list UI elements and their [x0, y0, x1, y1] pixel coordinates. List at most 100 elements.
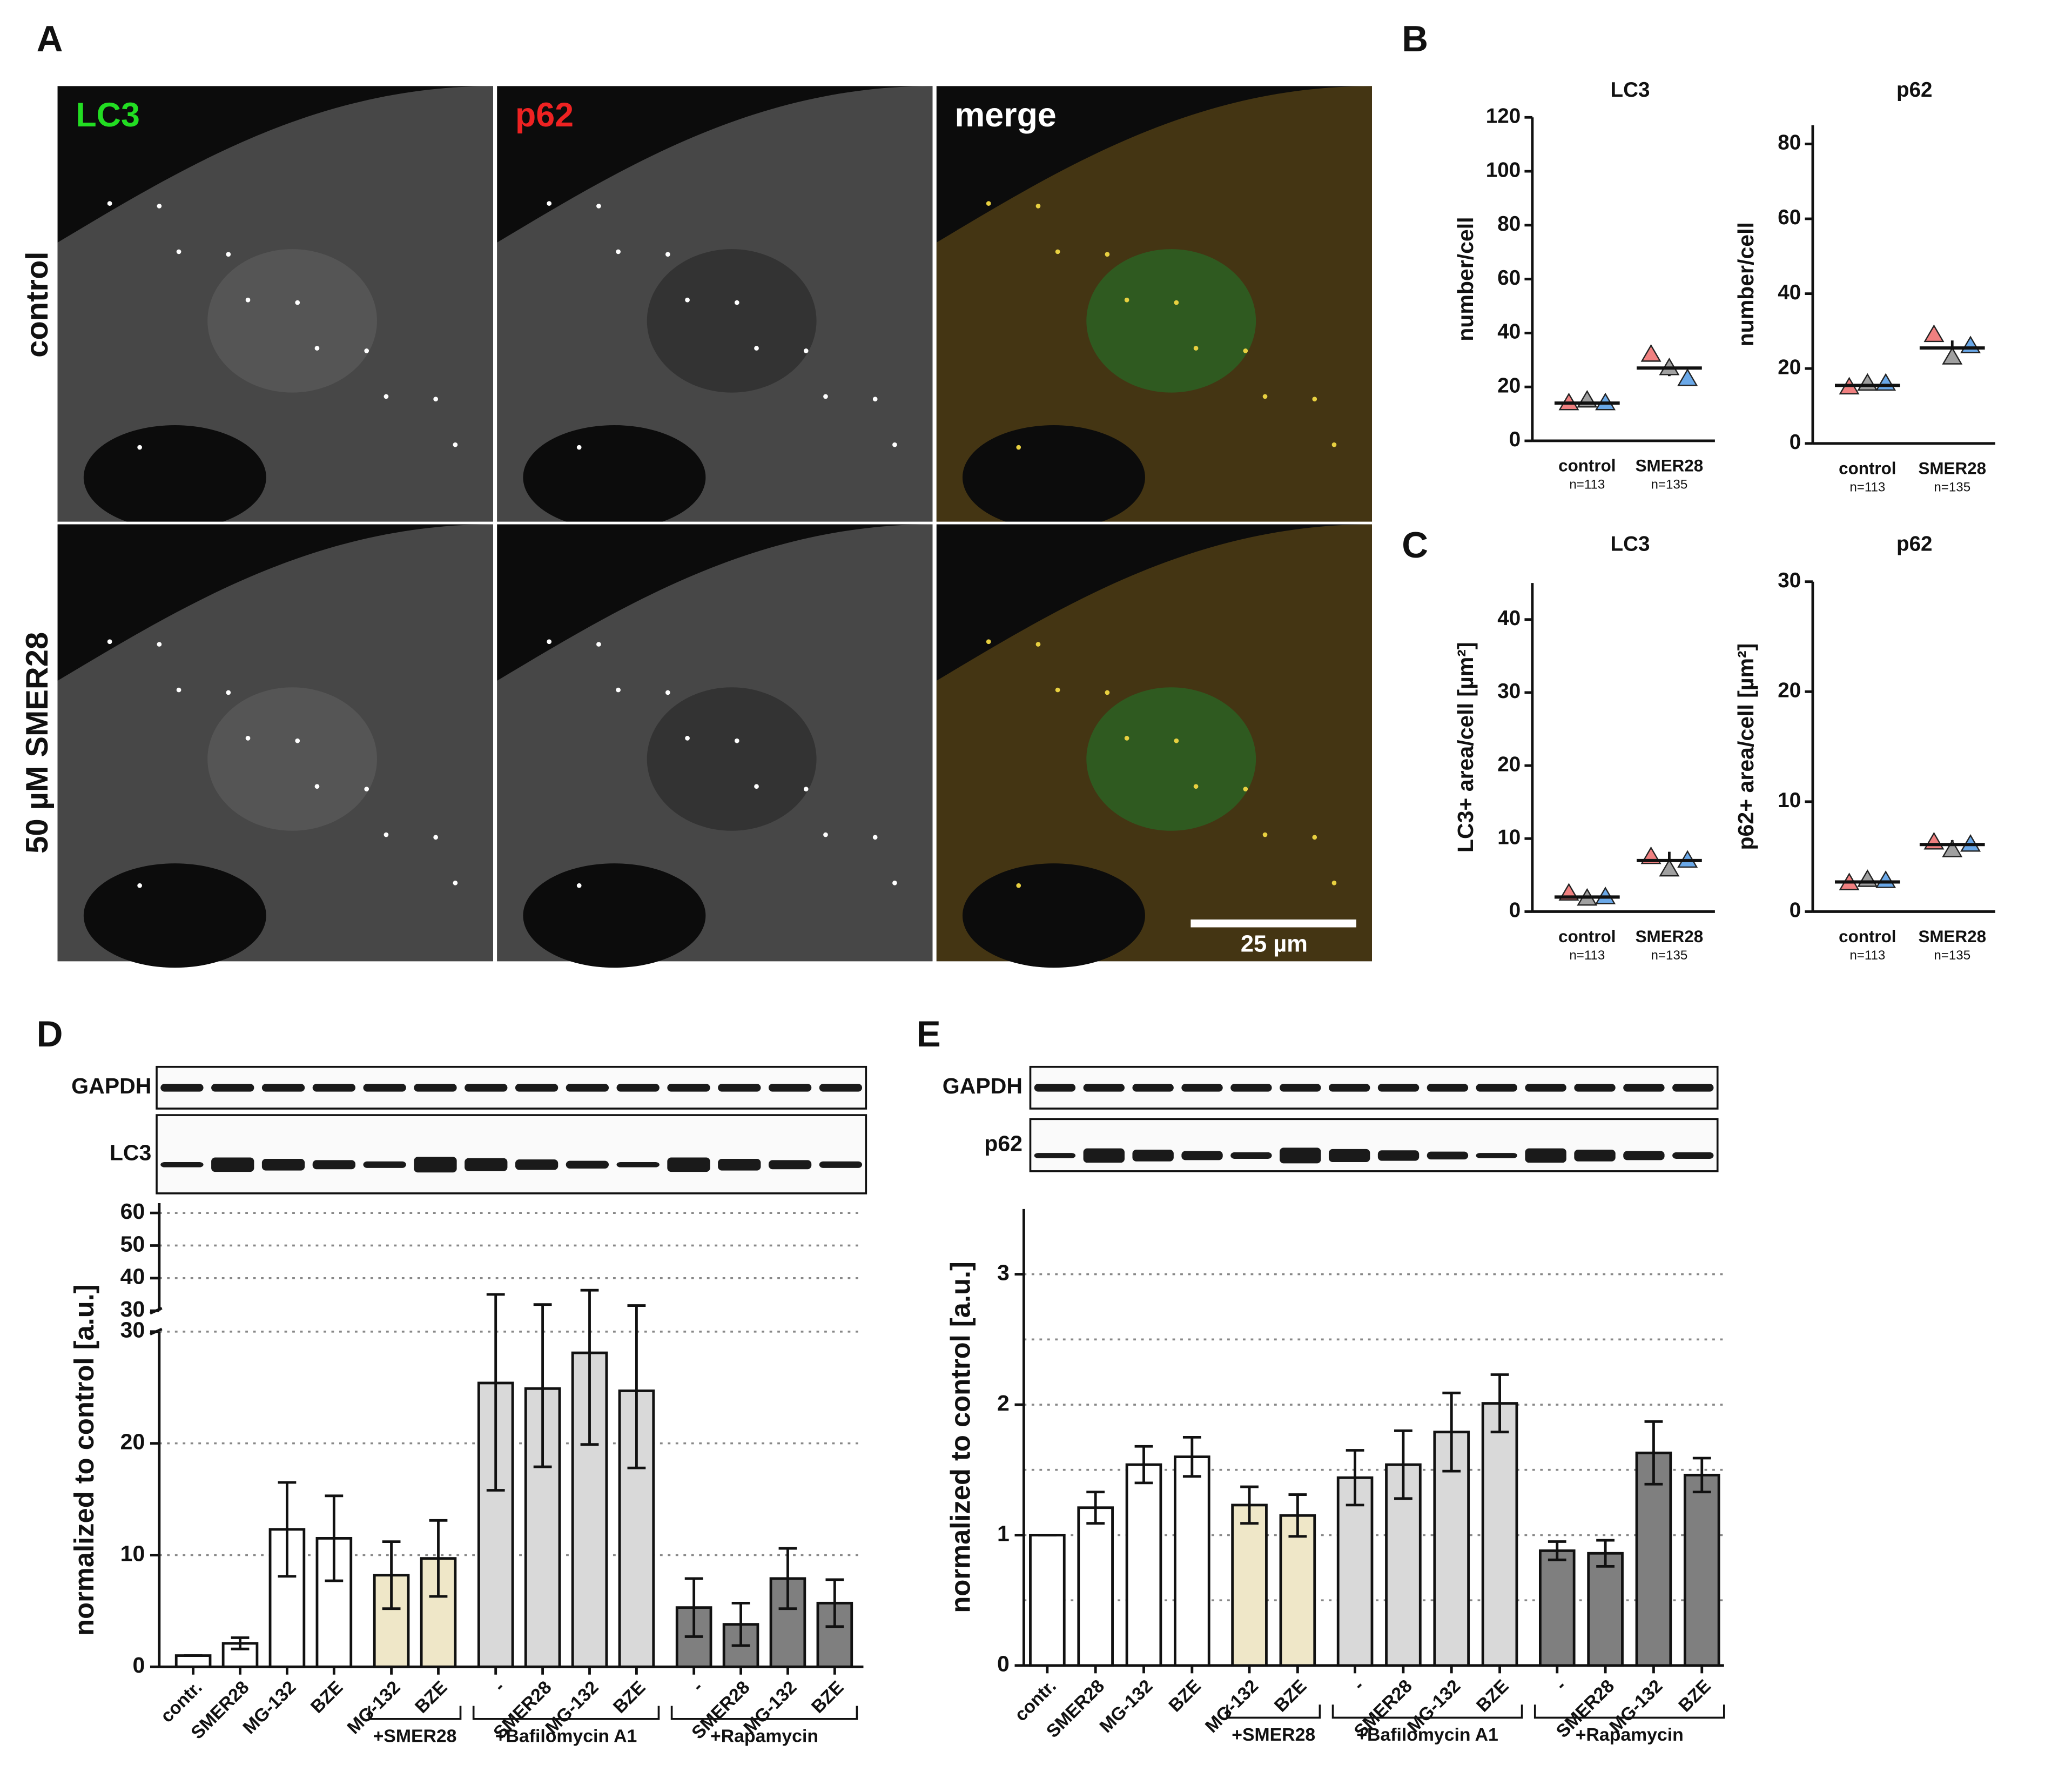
puncta: [384, 832, 389, 837]
y-axis-label: LC3+ area/cell [µm²]: [1453, 642, 1478, 853]
puncta: [1124, 736, 1129, 741]
y-tick-label: 60: [1497, 266, 1521, 290]
blot-band: [1083, 1084, 1125, 1092]
puncta: [314, 784, 320, 789]
x-tick-label: BZE: [411, 1677, 452, 1717]
x-tick-label: BZE: [609, 1677, 650, 1717]
error-bar: [533, 1303, 552, 1468]
puncta: [823, 832, 828, 837]
puncta: [157, 204, 162, 209]
y-tick-label: 1: [997, 1521, 1010, 1546]
puncta: [986, 201, 991, 206]
puncta: [665, 690, 670, 695]
y-tick-label: 20: [1497, 374, 1521, 397]
x-tick-label: SMER28: [1636, 457, 1704, 475]
blot-band: [1574, 1150, 1616, 1162]
replicate-mean: [1677, 368, 1698, 386]
blot-band: [1427, 1084, 1469, 1092]
bar: [524, 1387, 561, 1668]
x-tick-sublabel: n=113: [1569, 477, 1605, 492]
puncta: [986, 639, 991, 645]
blot-band: [1623, 1084, 1665, 1092]
x-tick-sublabel: n=135: [1651, 948, 1688, 963]
blot-band: [1672, 1152, 1714, 1159]
x-tick-label: BZE: [1270, 1676, 1311, 1716]
blot-label: LC3: [110, 1140, 152, 1165]
y-tick-label: 30: [120, 1297, 145, 1321]
puncta: [1331, 442, 1337, 447]
channel-label: merge: [954, 96, 1056, 134]
bar: [1174, 1455, 1210, 1667]
error-bar: [1548, 1540, 1566, 1561]
bar: [1538, 1549, 1576, 1667]
nucleus: [207, 249, 378, 393]
y-tick-label: 2: [997, 1391, 1010, 1415]
y-tick-label: 30: [1497, 680, 1521, 703]
panel-label: A: [37, 19, 63, 59]
scale-bar-label: 25 µm: [1241, 931, 1308, 957]
panel-label: D: [37, 1014, 63, 1055]
puncta: [1312, 397, 1317, 402]
error-bar: [1596, 1539, 1615, 1568]
blot-band: [819, 1084, 863, 1092]
puncta: [226, 252, 231, 257]
bar: [1231, 1504, 1268, 1667]
blot-band: [261, 1158, 305, 1171]
dark-region: [962, 425, 1145, 530]
replicate-mean: [1875, 373, 1896, 391]
error-bar: [1346, 1449, 1364, 1507]
error-bar: [231, 1636, 250, 1650]
puncta: [1035, 642, 1041, 647]
x-tick-label: BZE: [808, 1677, 848, 1717]
x-tick-label: BZE: [1165, 1676, 1205, 1716]
y-axis-label: normalized to control [a.u.]: [945, 1261, 976, 1613]
x-tick-sublabel: n=135: [1934, 948, 1970, 963]
puncta: [872, 397, 878, 402]
blot-band: [667, 1084, 710, 1092]
blot-band: [616, 1162, 660, 1167]
blot-band: [414, 1084, 457, 1092]
error-bar: [1240, 1485, 1259, 1525]
y-tick-label: 120: [1486, 104, 1521, 127]
puncta: [107, 201, 112, 206]
error-bar: [825, 1578, 844, 1628]
blot-band: [1034, 1084, 1076, 1092]
y-tick-label: 40: [1497, 320, 1521, 344]
blot-band: [312, 1084, 356, 1092]
blot-label: p62: [984, 1131, 1023, 1156]
puncta: [1174, 738, 1179, 743]
x-tick-label: MG-132: [1095, 1676, 1156, 1737]
puncta: [616, 687, 621, 693]
y-tick-label: 40: [1778, 281, 1801, 304]
puncta: [1055, 687, 1060, 693]
group-label: +Rapamycin: [1576, 1724, 1684, 1745]
y-tick-label: 80: [1778, 131, 1801, 155]
puncta: [384, 394, 389, 399]
blot-band: [515, 1084, 559, 1092]
error-bar: [1086, 1491, 1105, 1525]
blot-band: [1034, 1153, 1076, 1158]
micrograph: [497, 86, 933, 530]
blot-band: [363, 1084, 406, 1092]
puncta: [1262, 394, 1268, 399]
puncta: [803, 348, 809, 353]
y-tick-label: 40: [120, 1264, 145, 1289]
puncta: [823, 394, 828, 399]
x-tick-sublabel: n=113: [1849, 948, 1885, 963]
x-tick-sublabel: n=113: [1849, 480, 1885, 494]
puncta: [107, 639, 112, 645]
dark-region: [523, 425, 706, 530]
x-tick-sublabel: n=113: [1569, 948, 1605, 963]
puncta: [137, 445, 142, 450]
group-label: +SMER28: [1232, 1724, 1315, 1745]
blot-band: [768, 1084, 812, 1092]
puncta: [892, 442, 897, 447]
puncta: [734, 738, 739, 743]
error-bar: [486, 1293, 505, 1492]
y-axis-label: normalized to control [a.u.]: [69, 1284, 99, 1636]
group-label: +SMER28: [373, 1726, 457, 1747]
bar: [1029, 1534, 1066, 1667]
blot-band: [1132, 1084, 1174, 1092]
blot-band: [465, 1158, 508, 1171]
